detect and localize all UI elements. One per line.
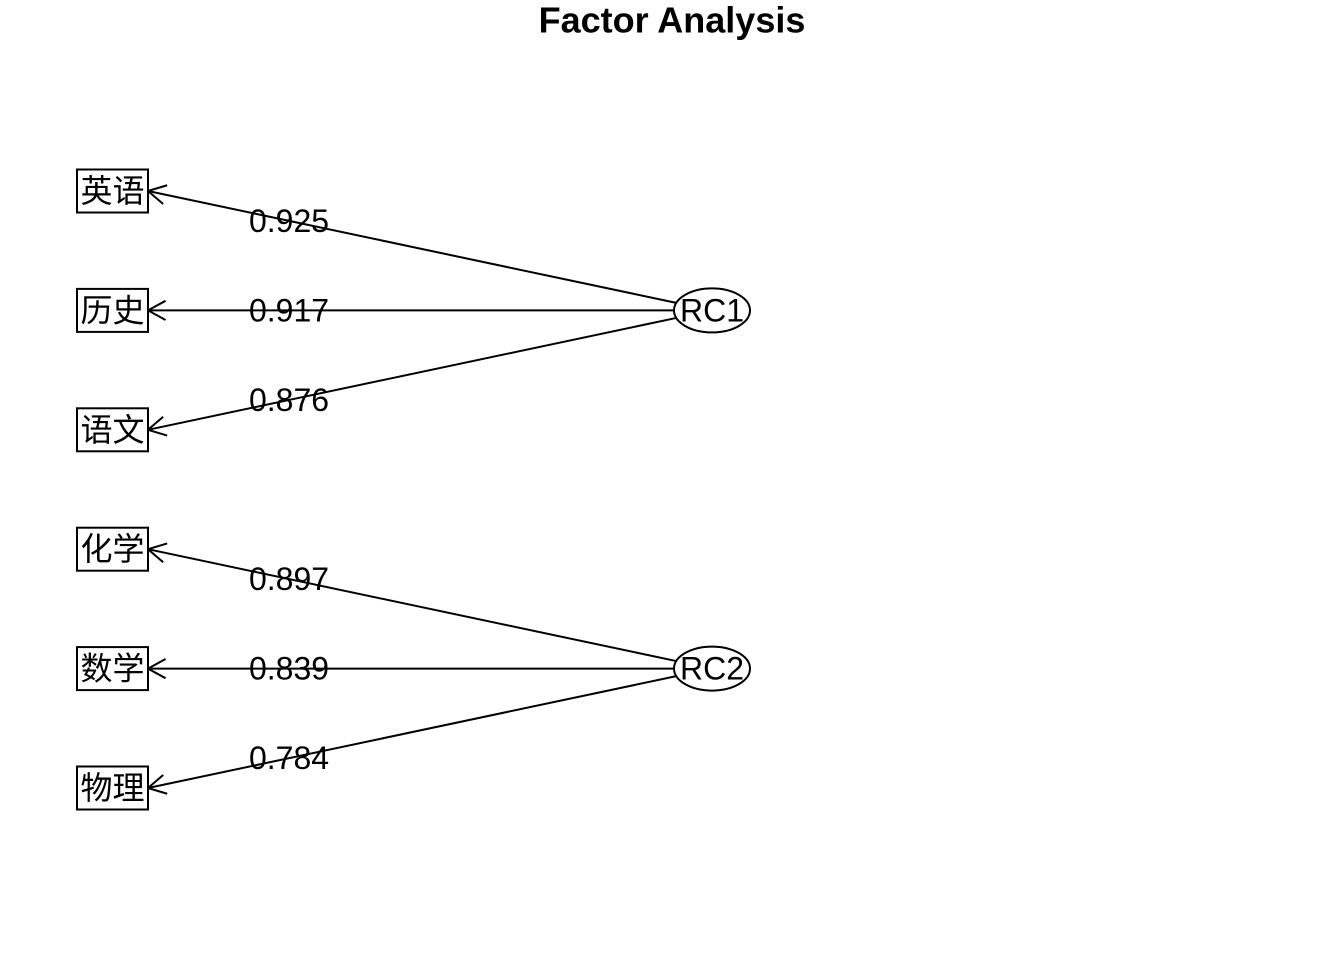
- loading-label: 0.876: [249, 382, 329, 418]
- arrowhead: [147, 416, 164, 431]
- loading-label: 0.917: [249, 292, 329, 328]
- edge: [147, 190, 677, 304]
- arrowhead: [147, 774, 164, 789]
- arrowhead: [147, 542, 168, 551]
- arrowhead: [147, 309, 167, 321]
- loading-label: 0.925: [249, 203, 329, 239]
- edge: [147, 316, 677, 431]
- variable-label: 历史: [80, 292, 144, 328]
- loading-label: 0.784: [249, 740, 329, 776]
- edge: [147, 675, 677, 789]
- variable-label: 语文: [80, 412, 144, 448]
- arrowhead: [147, 658, 167, 670]
- factor-label: RC2: [680, 651, 744, 687]
- arrowhead: [147, 428, 168, 437]
- variable-label: 英语: [80, 173, 144, 209]
- loading-label: 0.897: [249, 561, 329, 597]
- factor-label: RC1: [680, 292, 744, 328]
- arrowhead: [147, 787, 168, 795]
- arrowhead: [147, 190, 164, 205]
- loading-label: 0.839: [249, 651, 329, 687]
- variable-label: 化学: [80, 531, 144, 567]
- arrowhead: [147, 667, 167, 680]
- arrowhead: [147, 299, 167, 312]
- title: Factor Analysis: [539, 0, 806, 41]
- variable-label: 数学: [80, 651, 144, 687]
- variable-label: 物理: [80, 770, 144, 806]
- arrowhead: [147, 184, 168, 192]
- arrowhead: [147, 548, 164, 563]
- edge: [147, 548, 677, 663]
